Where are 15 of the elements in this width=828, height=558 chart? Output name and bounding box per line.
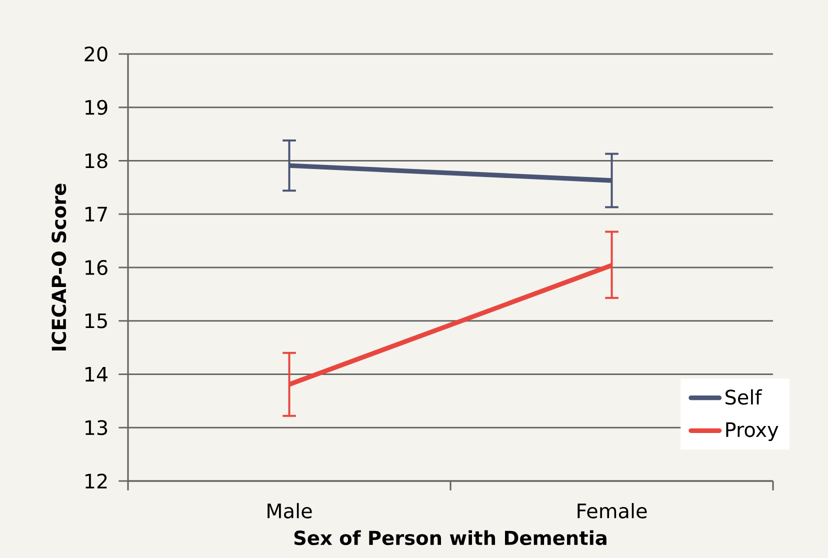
y-tick-label: 19 <box>85 100 108 115</box>
x-axis-title: Sex of Person with Dementia <box>294 530 606 546</box>
legend-label: Proxy <box>726 422 778 442</box>
x-tick-label: Male <box>268 503 312 518</box>
y-tick-label: 14 <box>85 366 108 382</box>
y-tick-label: 20 <box>84 46 108 62</box>
y-tick-label: 17 <box>85 206 107 222</box>
y-tick-label: 12 <box>85 474 107 488</box>
y-tick-label: 18 <box>85 153 108 168</box>
y-tick-label: 13 <box>85 420 108 436</box>
legend-label: Self <box>726 389 762 405</box>
y-tick-label: 16 <box>85 260 108 276</box>
x-tick-label: Female <box>578 503 647 518</box>
y-tick-label: 15 <box>85 313 107 328</box>
y-axis-title: ICECAP-O Score <box>52 184 66 350</box>
